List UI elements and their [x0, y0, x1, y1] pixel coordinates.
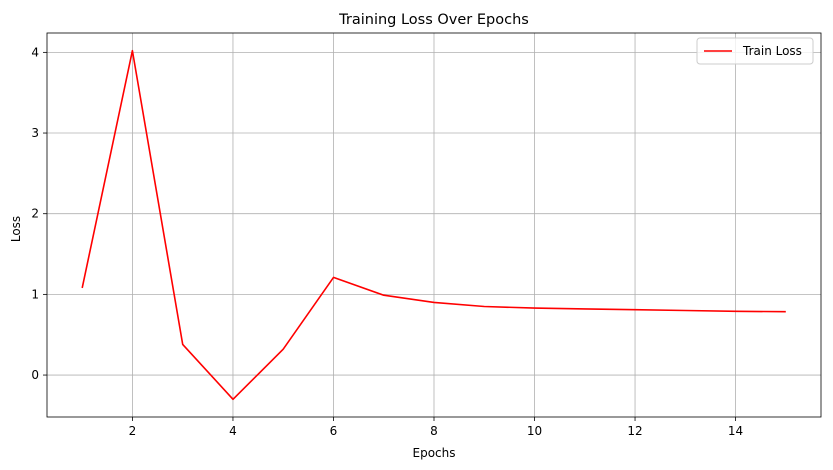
y-tick-label: 4 [31, 45, 39, 59]
x-tick-label: 8 [430, 424, 438, 438]
x-tick-label: 4 [229, 424, 237, 438]
x-tick-label: 14 [728, 424, 743, 438]
x-tick-label: 10 [527, 424, 542, 438]
x-tick-label: 12 [627, 424, 642, 438]
x-axis-title: Epochs [413, 446, 456, 460]
grid [47, 33, 821, 417]
legend: Train Loss [696, 37, 814, 65]
x-tick-label: 6 [330, 424, 338, 438]
legend-box [696, 37, 814, 65]
y-tick-label: 2 [31, 207, 39, 221]
legend-label-train-loss: Train Loss [742, 44, 802, 58]
chart-title: Training Loss Over Epochs [338, 12, 529, 28]
y-tick-label: 3 [31, 126, 39, 140]
series-line-0 [81, 49, 786, 401]
x-tick-label: 2 [129, 424, 137, 438]
y-axis-title: Loss [9, 216, 23, 242]
y-tick-label: 0 [31, 368, 39, 382]
y-tick-label: 1 [31, 287, 39, 301]
plot-lines [81, 49, 786, 401]
